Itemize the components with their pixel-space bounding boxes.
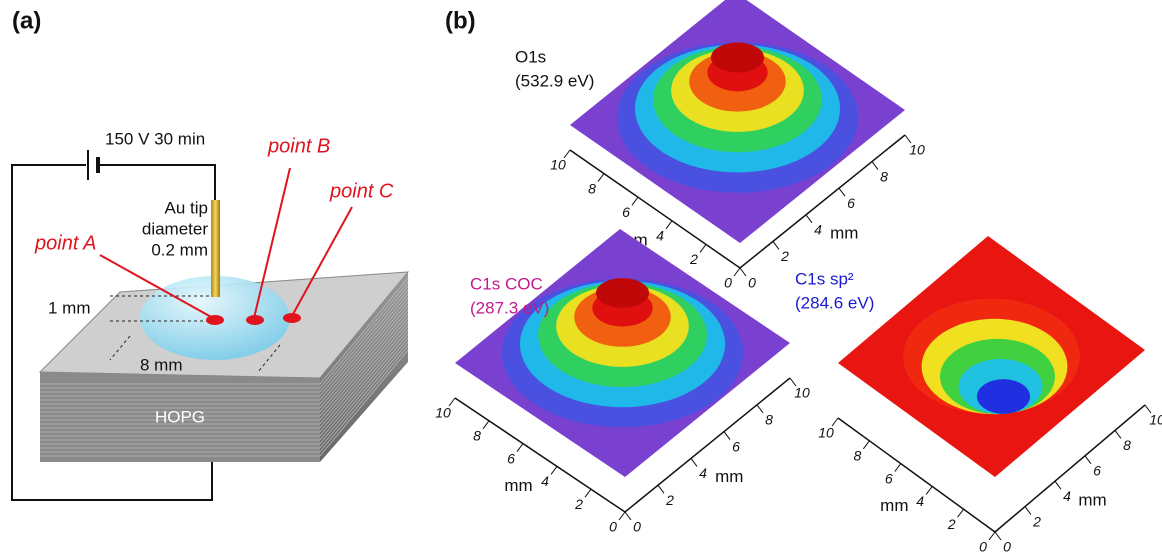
page: (a) 150 V 30 min HOPG 1 mm 8 mm Au tip d…	[0, 0, 1162, 552]
tick	[995, 532, 1001, 540]
plot-energy: (287.3 eV)	[470, 298, 549, 317]
point-label: point A	[34, 232, 97, 254]
panel-label: (a)	[12, 7, 41, 34]
tick	[1055, 481, 1061, 489]
tick-label: 6	[507, 450, 515, 466]
tick	[872, 162, 878, 170]
tick-label: 10	[1149, 412, 1162, 428]
tick-label: 10	[794, 385, 810, 401]
tick-label: 2	[689, 251, 698, 267]
substrate: HOPG	[155, 407, 205, 426]
tick-label: 6	[622, 204, 630, 220]
tick-label: 10	[550, 157, 566, 173]
au-tip	[211, 200, 220, 297]
height-label: 1 mm	[48, 298, 91, 317]
tick-label: 2	[1032, 513, 1041, 529]
tick-label: 2	[574, 496, 583, 512]
tick-label: 6	[847, 195, 855, 211]
tick-label: 4	[814, 222, 822, 238]
tick	[691, 458, 697, 466]
tick-label: 0	[609, 519, 617, 535]
tick-label: 6	[1093, 463, 1101, 479]
tick	[517, 444, 523, 452]
surface-peak	[711, 42, 764, 72]
tick-label: 4	[1063, 488, 1071, 504]
tick	[734, 268, 740, 276]
point-label: point B	[267, 135, 330, 157]
width-label: 8 mm	[140, 355, 183, 374]
point-label: point C	[329, 180, 394, 202]
tick	[806, 215, 812, 223]
tick-label: 0	[633, 519, 641, 535]
axis-unit: mm	[1078, 490, 1106, 509]
tick	[632, 197, 638, 205]
tick	[958, 509, 964, 517]
tick-label: 8	[854, 448, 862, 464]
tick	[926, 486, 932, 494]
tick	[740, 268, 746, 276]
tick-label: 4	[541, 473, 549, 489]
tick	[989, 532, 995, 540]
tick-label: 2	[665, 492, 674, 508]
tick-label: 0	[724, 275, 732, 291]
tick-label: 2	[947, 516, 956, 532]
tick-label: 8	[588, 180, 596, 196]
tick	[585, 489, 591, 497]
tick	[700, 244, 706, 252]
tick-label: 10	[818, 425, 834, 441]
tick	[483, 421, 489, 429]
tick-label: 0	[748, 275, 756, 291]
tick-label: 0	[979, 539, 987, 552]
tick	[1115, 430, 1121, 438]
plot-title: C1s sp²	[795, 269, 854, 288]
tip-label: diameter	[142, 219, 208, 238]
figure: (a) 150 V 30 min HOPG 1 mm 8 mm Au tip d…	[0, 0, 1162, 552]
tick	[895, 464, 901, 472]
tick	[625, 512, 631, 520]
tick	[658, 485, 664, 493]
tick	[863, 441, 869, 449]
axis-unit: mm	[715, 467, 743, 486]
tip-label: 0.2 mm	[151, 240, 208, 259]
tick-label: 10	[435, 405, 451, 421]
plot-energy: (284.6 eV)	[795, 293, 874, 312]
surface-band	[977, 379, 1030, 414]
plot-title: O1s	[515, 47, 546, 66]
plot-title: C1s COC	[470, 274, 543, 293]
tick-label: 4	[699, 465, 707, 481]
tick	[724, 432, 730, 440]
plot-energy: (532.9 eV)	[515, 71, 594, 90]
axis-unit: mm	[830, 224, 858, 243]
tick-label: 8	[473, 428, 481, 444]
tick	[1085, 456, 1091, 464]
tick	[1025, 507, 1031, 515]
panel-label: (b)	[445, 7, 476, 34]
axis-unit: mm	[504, 476, 532, 495]
tick	[619, 512, 625, 520]
voltage: 150 V 30 min	[105, 129, 205, 148]
tick	[757, 405, 763, 413]
tick-label: 4	[916, 493, 924, 509]
tick	[551, 466, 557, 474]
tick-label: 8	[880, 168, 888, 184]
tick-label: 10	[909, 142, 925, 158]
tick-label: 4	[656, 228, 664, 244]
tick	[598, 174, 604, 182]
tick-label: 2	[780, 248, 789, 264]
surface-peak	[596, 278, 649, 308]
tick	[666, 221, 672, 229]
tip-label: Au tip	[165, 198, 208, 217]
tick-label: 6	[885, 470, 893, 486]
tick-label: 8	[1123, 437, 1131, 453]
tick-label: 8	[765, 412, 773, 428]
tick	[773, 241, 779, 249]
axis-unit: mm	[880, 496, 908, 515]
tick-label: 6	[732, 438, 740, 454]
tick-label: 0	[1003, 539, 1011, 552]
tick	[839, 188, 845, 196]
